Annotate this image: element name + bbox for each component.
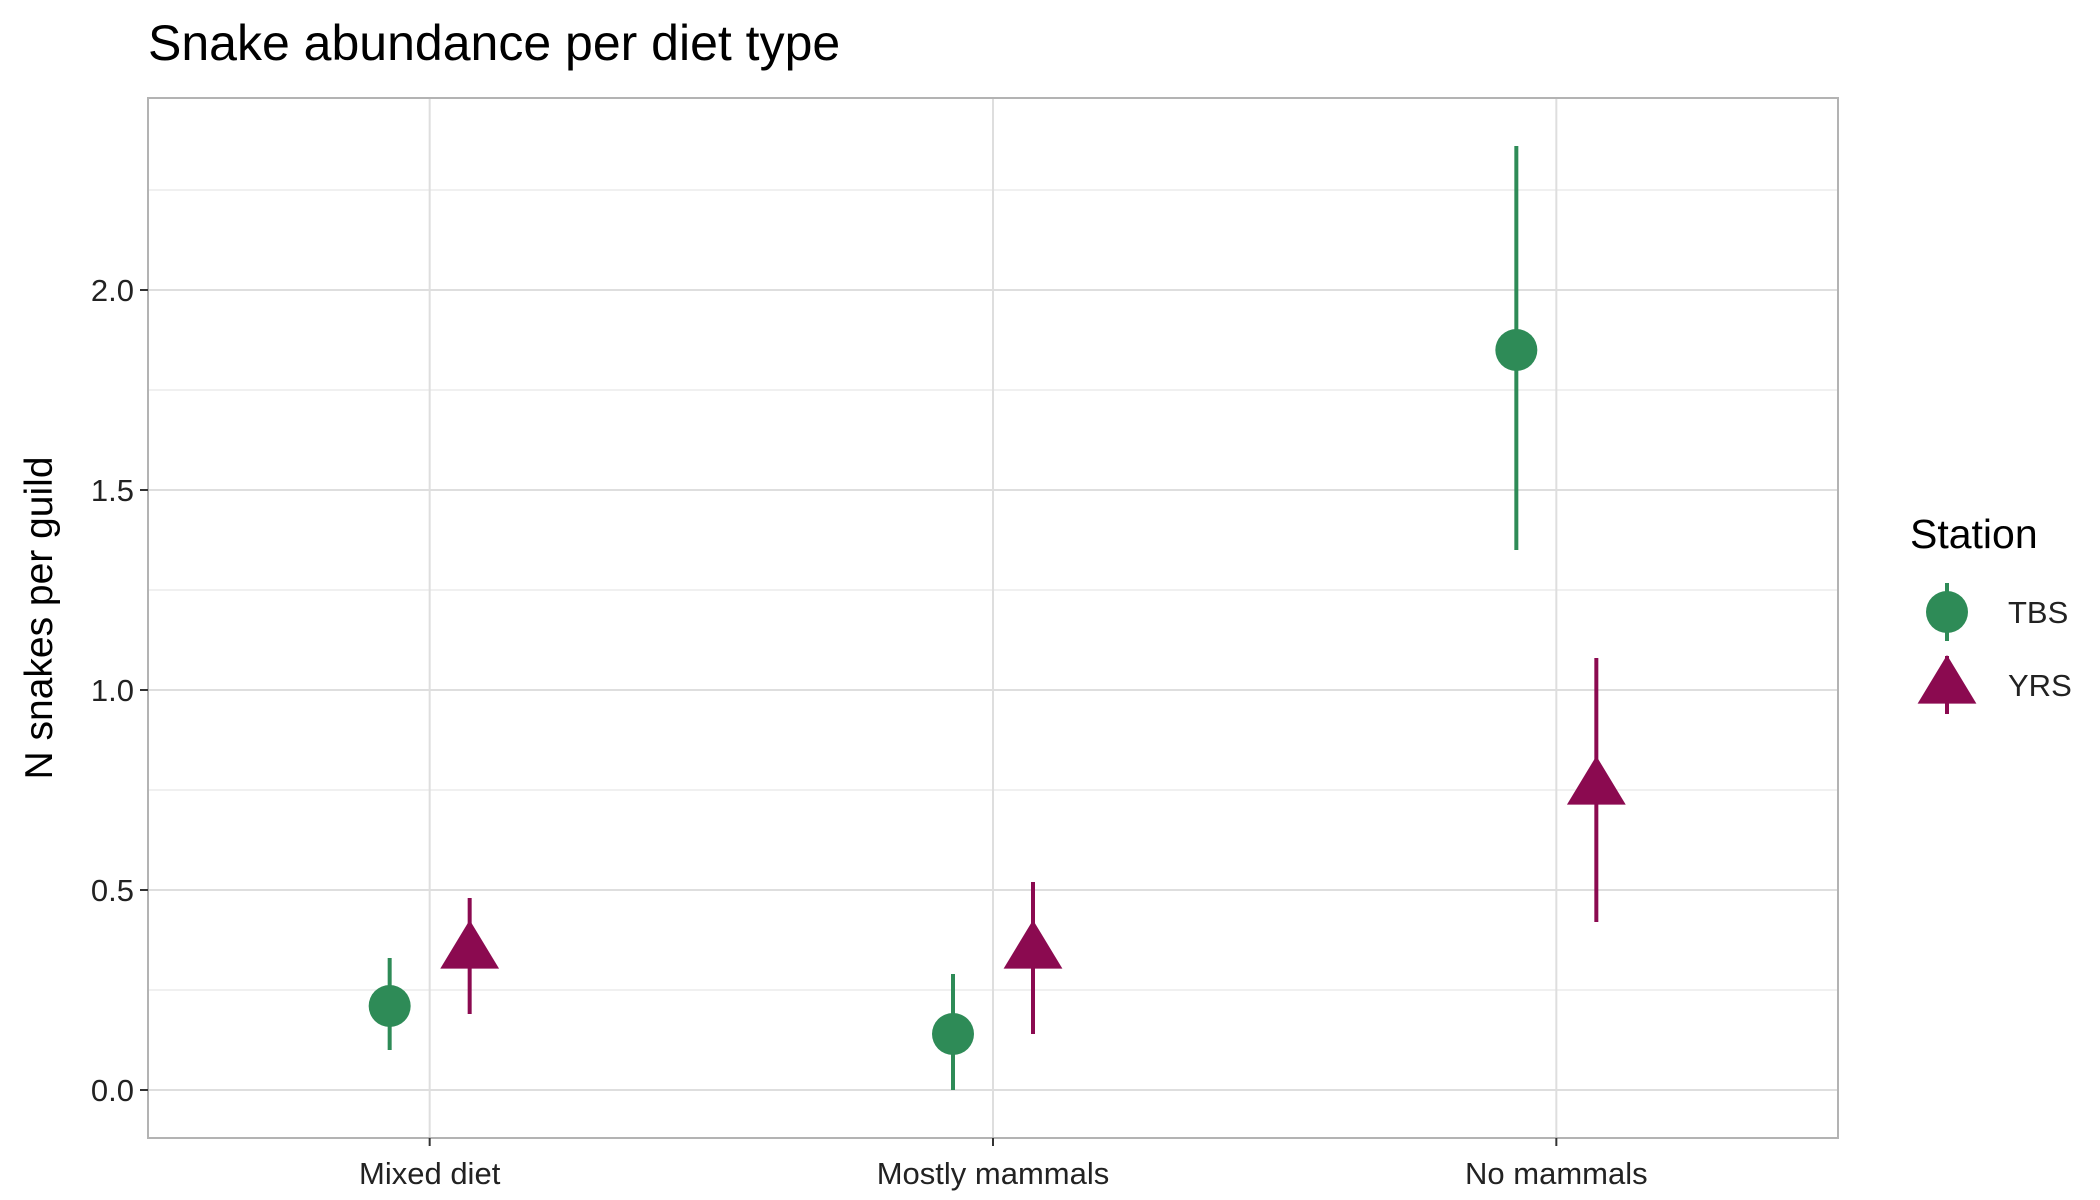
- y-tick-label: 0.0: [91, 1073, 134, 1108]
- legend-key-tbs: [1926, 591, 1968, 633]
- legend-label-tbs: TBS: [2008, 595, 2068, 630]
- y-tick-label: 1.5: [91, 473, 134, 508]
- chart-title: Snake abundance per diet type: [148, 15, 840, 71]
- x-tick-label: No mammals: [1465, 1156, 1648, 1191]
- legend-label-yrs: YRS: [2008, 668, 2072, 703]
- yrs-point: [1003, 920, 1063, 969]
- y-tick-label: 0.5: [91, 873, 134, 908]
- tbs-point: [932, 1013, 974, 1055]
- yrs-point: [1566, 756, 1626, 805]
- x-tick-label: Mixed diet: [359, 1156, 501, 1191]
- x-axis: Mixed diet Mostly mammals No mammals: [359, 1138, 1648, 1191]
- x-tick-label: Mostly mammals: [877, 1156, 1110, 1191]
- y-axis-title: N snakes per guild: [18, 456, 61, 779]
- y-tick-label: 1.0: [91, 673, 134, 708]
- y-tick-label: 2.0: [91, 273, 134, 308]
- data-marks: [368, 146, 1626, 1090]
- y-axis: 0.0 0.5 1.0 1.5 2.0: [91, 273, 148, 1108]
- yrs-point: [440, 920, 500, 969]
- tbs-point: [368, 985, 411, 1027]
- legend: Station TBS YRS: [1910, 511, 2072, 714]
- plot-panel: [147, 97, 1839, 1139]
- legend-key-yrs: [1917, 655, 1977, 704]
- tbs-point: [1495, 329, 1538, 371]
- legend-title: Station: [1910, 511, 2038, 557]
